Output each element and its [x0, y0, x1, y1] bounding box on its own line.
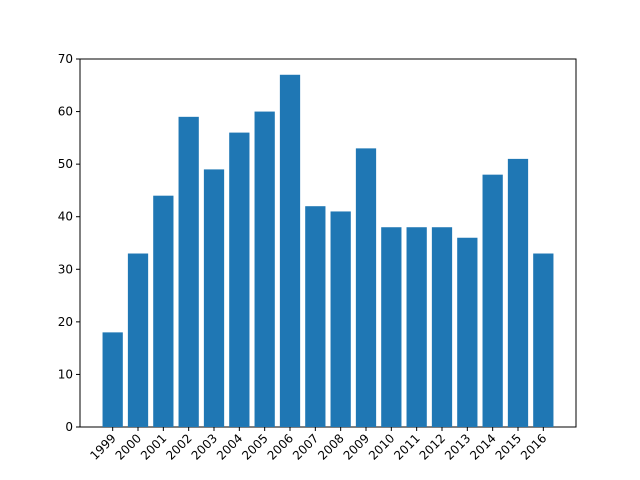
axes-frame [79, 58, 577, 428]
x-tick-label: 2006 [265, 431, 296, 462]
bar [431, 227, 453, 427]
y-tick-label: 70 [58, 52, 73, 66]
x-tick-label: 2016 [518, 431, 549, 462]
x-tick-label: 2004 [214, 431, 245, 462]
x-tick-label: 2002 [163, 431, 194, 462]
x-tick-label: 2012 [417, 431, 448, 462]
x-tick-label: 2013 [442, 431, 473, 462]
y-tick-label: 10 [58, 367, 73, 381]
y-tick-label: 40 [58, 210, 73, 224]
y-tick-label: 20 [58, 315, 73, 329]
bar [305, 206, 326, 427]
bar [381, 227, 402, 427]
x-tick-label: 2015 [493, 431, 524, 462]
bar [178, 116, 199, 427]
x-tick-label: 2014 [467, 431, 498, 462]
x-tick-label: 2011 [391, 431, 422, 462]
x-tick-label: 1999 [87, 431, 118, 462]
bar [533, 253, 554, 427]
bar [127, 253, 149, 427]
x-tick-label: 2001 [138, 431, 169, 462]
bar [457, 237, 478, 427]
bar [153, 195, 174, 427]
bar [254, 111, 275, 428]
bar [203, 169, 225, 427]
x-tick-label: 2000 [113, 431, 144, 462]
x-tick-label: 2009 [341, 431, 372, 462]
bar [406, 227, 427, 427]
bar [229, 132, 250, 427]
x-tick-label: 2005 [239, 431, 270, 462]
y-tick-label: 30 [58, 262, 73, 276]
y-tick-label: 60 [58, 105, 73, 119]
bar [507, 158, 529, 427]
x-tick-label: 2003 [189, 431, 220, 462]
bar [279, 74, 301, 428]
bar [355, 148, 377, 427]
y-tick-label: 50 [58, 157, 73, 171]
bar [102, 332, 123, 427]
x-tick-label: 2010 [366, 431, 397, 462]
bar [482, 174, 503, 427]
y-tick-label: 0 [65, 420, 73, 434]
bar [330, 211, 351, 427]
x-tick-label: 2007 [290, 431, 321, 462]
x-tick-label: 2008 [315, 431, 346, 462]
